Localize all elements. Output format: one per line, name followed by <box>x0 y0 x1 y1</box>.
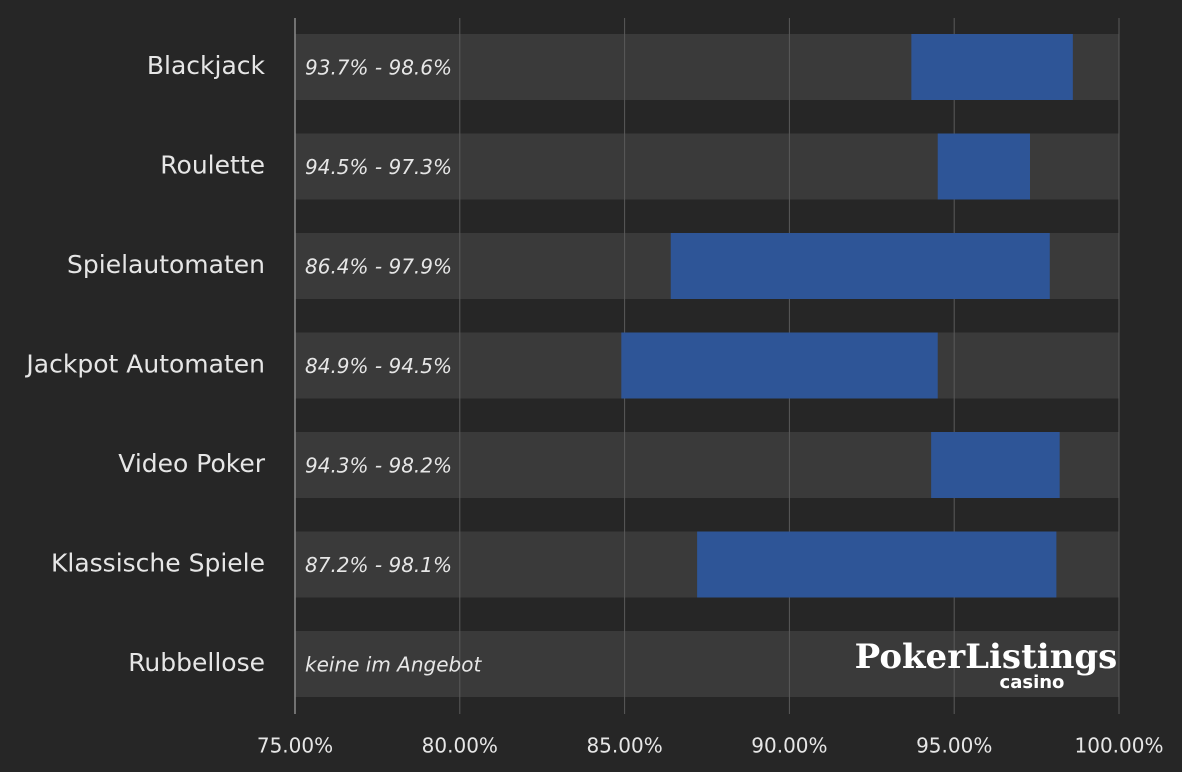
range-label: 94.5% - 97.3% <box>305 155 452 179</box>
range-label: keine im Angebot <box>305 653 482 677</box>
range-bar <box>670 233 1050 299</box>
watermark-sub: casino <box>1000 672 1065 693</box>
row-band <box>295 631 1119 697</box>
range-bar <box>621 332 938 399</box>
range-label: 84.9% - 94.5% <box>305 354 452 378</box>
category-label: Roulette <box>160 151 265 180</box>
range-bar <box>911 34 1073 100</box>
category-label: Rubbellose <box>128 648 265 677</box>
watermark: PokerListings <box>855 637 1118 677</box>
range-bar <box>931 432 1060 498</box>
range-label: 94.3% - 98.2% <box>305 454 452 478</box>
range-label: 93.7% - 98.6% <box>305 56 452 80</box>
x-tick-label: 80.00% <box>422 734 498 758</box>
x-tick-label: 75.00% <box>257 734 333 758</box>
category-label: Video Poker <box>118 449 265 478</box>
range-bar <box>697 531 1057 598</box>
category-label: Spielautomaten <box>67 250 265 279</box>
category-label: Jackpot Automaten <box>24 350 265 379</box>
category-label: Blackjack <box>147 51 266 80</box>
x-tick-label: 95.00% <box>916 734 992 758</box>
range-label: 86.4% - 97.9% <box>305 255 452 279</box>
category-label: Klassische Spiele <box>51 549 265 578</box>
range-bar <box>937 133 1031 200</box>
x-tick-label: 100.00% <box>1075 734 1164 758</box>
range-label: 87.2% - 98.1% <box>305 553 452 577</box>
x-tick-label: 90.00% <box>751 734 827 758</box>
x-tick-label: 85.00% <box>586 734 662 758</box>
